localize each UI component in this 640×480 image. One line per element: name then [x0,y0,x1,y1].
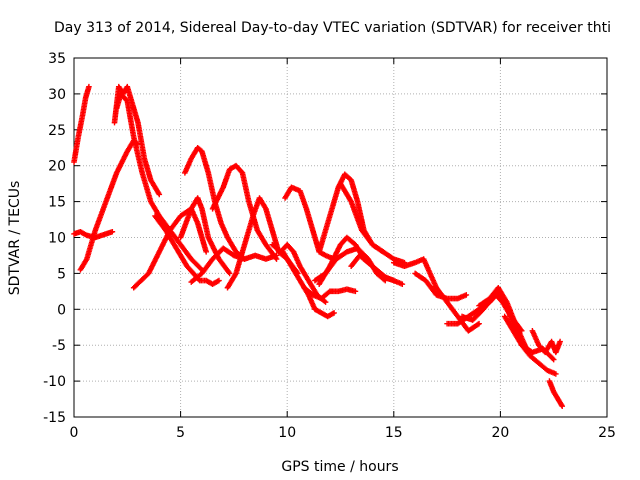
data-point [463,292,470,298]
y-tick-label: 30 [48,87,66,103]
x-tick-label: 10 [278,425,296,441]
x-tick-label: 0 [70,425,79,441]
x-tick-label: 5 [176,425,185,441]
x-tick-label: 15 [385,425,403,441]
series-track-j [188,245,280,285]
data-point [549,355,556,362]
data-point [216,277,222,284]
data-point [553,371,559,377]
y-tick-label: 5 [57,266,66,282]
series-track-c [77,137,141,273]
data-point [476,320,482,327]
series-track-ac [546,378,566,410]
y-tick-label: -15 [43,410,66,426]
series-track-k [209,162,280,262]
series-track-w [412,270,470,302]
series-track-u [348,252,406,287]
y-tick-label: 0 [57,302,66,318]
series-track-m [269,241,329,305]
series-track-i [177,195,233,277]
data-point [109,228,116,235]
y-tick-label: 25 [48,123,66,139]
data-point [557,338,563,345]
data-point [322,299,329,305]
data-points [71,83,566,410]
series-track-aa [501,313,559,377]
series-track-o [280,249,337,320]
series-track-a [71,83,92,165]
series-track-e [113,91,205,273]
series-track-p [301,284,359,302]
data-point [559,403,566,410]
axis-ticks: 0 5 10 15 20 25 -15 -10 -5 0 5 10 15 20 25 30 35 [43,51,616,441]
data-point [203,249,209,255]
y-tick-label: 10 [48,231,66,247]
data-point [331,310,337,316]
x-tick-label: 20 [491,425,509,441]
data-point [86,83,92,90]
x-tick-label: 25 [598,425,616,441]
y-tick-label: -10 [43,374,66,390]
x-axis-label: GPS time / hours [281,459,398,475]
grid [74,58,607,417]
series-track-t [337,180,408,266]
data-point [226,270,233,277]
y-tick-label: 15 [48,195,66,211]
y-tick-label: 20 [48,159,66,175]
chart-title: Day 313 of 2014, Sidereal Day-to-day VTE… [54,20,611,36]
data-point [352,288,359,295]
y-tick-label: 35 [48,51,66,67]
data-point [273,256,280,262]
series-track-v [391,256,482,334]
data-point [156,191,163,198]
y-tick-label: -5 [52,338,66,354]
data-point [399,281,406,287]
series-track-ab [529,328,563,356]
y-axis-label: SDTVAR / TECUs [7,181,23,296]
series-track-n [282,184,337,262]
data-point [550,356,557,363]
